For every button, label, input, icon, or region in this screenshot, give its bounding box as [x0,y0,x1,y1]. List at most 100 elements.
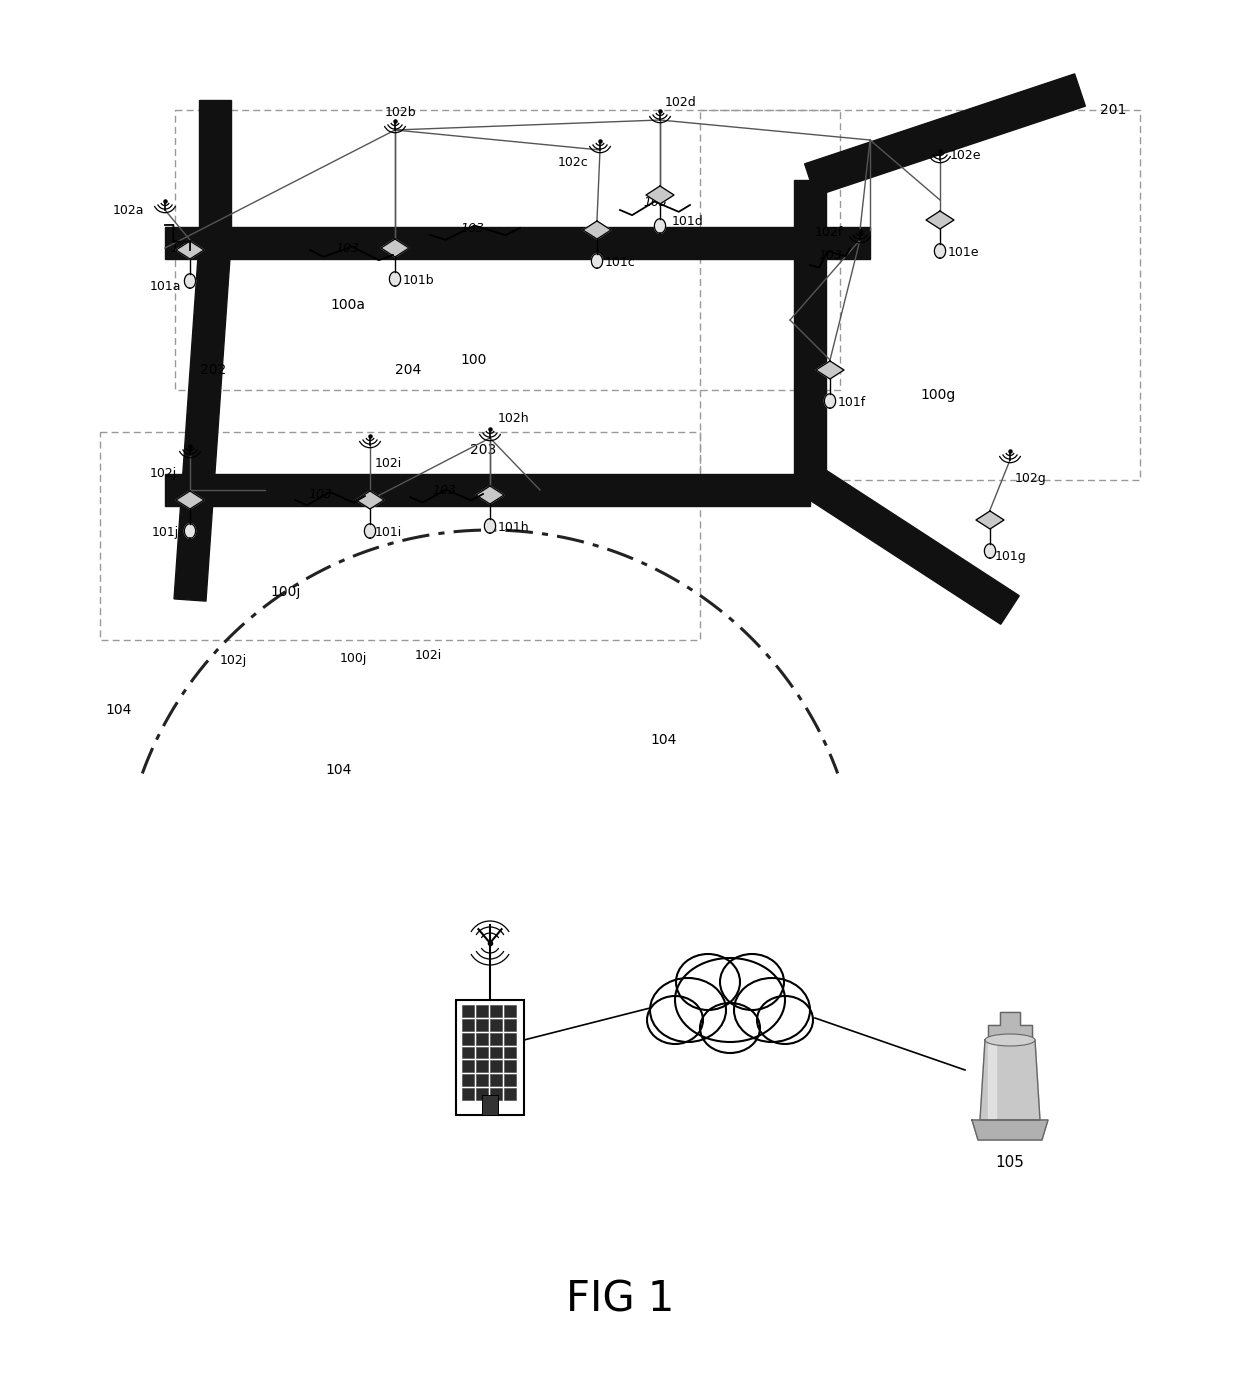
Text: 100: 100 [460,353,486,367]
Polygon shape [389,272,401,286]
Polygon shape [176,241,205,259]
Polygon shape [381,238,409,256]
Text: 101d: 101d [672,215,704,227]
FancyBboxPatch shape [503,1061,516,1072]
Text: 101e: 101e [949,245,980,258]
Polygon shape [655,219,666,233]
Text: 104: 104 [325,763,351,776]
Polygon shape [926,210,954,229]
Polygon shape [985,544,996,558]
FancyBboxPatch shape [490,1033,502,1044]
Text: WWW: WWW [697,990,763,1011]
Text: 103: 103 [308,488,332,500]
FancyBboxPatch shape [503,1005,516,1016]
Ellipse shape [756,995,813,1044]
FancyBboxPatch shape [490,1075,502,1086]
Polygon shape [165,227,870,259]
Text: 102j: 102j [150,467,177,480]
FancyBboxPatch shape [463,1033,474,1044]
Text: 201: 201 [1100,103,1126,117]
Text: 101i: 101i [374,526,402,538]
Ellipse shape [701,1004,760,1052]
Polygon shape [485,519,496,533]
Polygon shape [988,1041,996,1118]
Text: 104: 104 [650,733,676,747]
Polygon shape [591,254,603,268]
Text: 100a: 100a [330,298,365,312]
Text: 100g: 100g [920,388,955,401]
FancyBboxPatch shape [503,1019,516,1030]
Polygon shape [356,491,384,509]
Polygon shape [174,243,231,601]
FancyBboxPatch shape [476,1075,489,1086]
Polygon shape [935,244,946,258]
Text: 102b: 102b [384,106,417,118]
Text: 204: 204 [396,362,422,376]
Text: 100j: 100j [270,585,300,599]
Polygon shape [972,1119,1048,1140]
Polygon shape [816,361,844,379]
Polygon shape [980,1040,1040,1119]
Ellipse shape [650,979,725,1041]
Text: 103: 103 [170,241,193,255]
FancyBboxPatch shape [476,1019,489,1030]
Polygon shape [185,273,196,289]
FancyBboxPatch shape [476,1089,489,1100]
Polygon shape [165,474,810,506]
Polygon shape [794,180,826,480]
Text: 202: 202 [200,362,226,376]
FancyBboxPatch shape [463,1061,474,1072]
Ellipse shape [734,979,810,1041]
Polygon shape [583,222,611,238]
Text: 100j: 100j [340,651,367,665]
Text: 203: 203 [470,443,496,457]
Text: 102j: 102j [219,654,247,666]
Text: FIG 1: FIG 1 [565,1280,675,1322]
Text: 103: 103 [335,241,360,255]
FancyBboxPatch shape [476,1033,489,1044]
Text: 102d: 102d [665,96,697,109]
Polygon shape [825,395,836,408]
Polygon shape [176,491,205,509]
FancyBboxPatch shape [476,1047,489,1058]
Ellipse shape [985,1034,1035,1046]
FancyBboxPatch shape [463,1019,474,1030]
Polygon shape [988,1012,1032,1040]
FancyBboxPatch shape [503,1089,516,1100]
FancyBboxPatch shape [490,1089,502,1100]
Polygon shape [365,524,376,538]
FancyBboxPatch shape [463,1089,474,1100]
FancyBboxPatch shape [463,1075,474,1086]
Text: 103: 103 [818,248,842,262]
Text: 102i: 102i [415,648,443,662]
Text: 102a: 102a [113,204,145,216]
Ellipse shape [675,958,785,1041]
FancyBboxPatch shape [476,1005,489,1016]
Text: 104: 104 [105,703,131,717]
Text: 102e: 102e [950,149,982,162]
Polygon shape [646,185,675,204]
FancyBboxPatch shape [482,1096,498,1115]
Polygon shape [801,466,1019,625]
FancyBboxPatch shape [490,1005,502,1016]
Text: 101b: 101b [403,273,435,287]
Text: 103: 103 [432,484,456,496]
Polygon shape [185,524,196,538]
Text: 103: 103 [644,195,667,209]
Ellipse shape [720,953,784,1011]
Text: 102g: 102g [1016,471,1047,485]
Polygon shape [805,74,1085,197]
Text: 102i: 102i [374,456,402,470]
Text: 105: 105 [996,1156,1024,1170]
Ellipse shape [647,995,703,1044]
Ellipse shape [676,953,740,1011]
Text: 102h: 102h [498,411,529,425]
Text: 102f: 102f [815,226,843,238]
Text: 101h: 101h [498,520,529,534]
Polygon shape [198,100,231,243]
Text: 101j: 101j [153,526,180,538]
Polygon shape [976,512,1004,528]
Text: 101a: 101a [150,280,181,293]
FancyBboxPatch shape [503,1075,516,1086]
FancyBboxPatch shape [476,1061,489,1072]
